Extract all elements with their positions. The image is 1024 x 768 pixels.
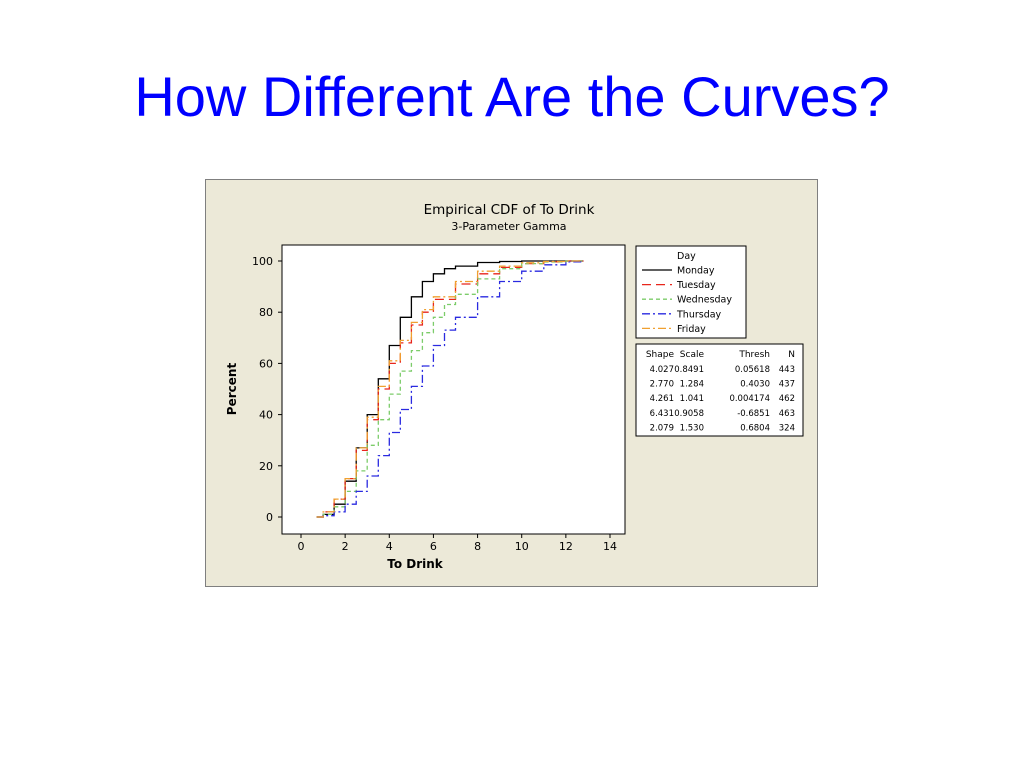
table-cell: 0.4030	[740, 380, 770, 390]
table-cell: 437	[779, 380, 795, 390]
table-cell: 0.05618	[735, 365, 770, 375]
table-cell: 1.284	[680, 380, 704, 390]
chart-figure: Empirical CDF of To Drink 3-Parameter Ga…	[205, 179, 818, 587]
x-tick-label: 8	[474, 540, 481, 553]
table-cell: 2.770	[650, 380, 674, 390]
legend-entry-label: Monday	[677, 266, 715, 277]
slide-title: How Different Are the Curves?	[134, 65, 890, 128]
y-tick-label: 20	[259, 460, 273, 473]
table-header-cell: Scale	[680, 350, 705, 360]
table-header-cell: Shape	[646, 350, 675, 360]
table-cell: 463	[779, 409, 795, 419]
legend-entry-label: Tuesday	[676, 280, 716, 291]
legend-box	[635, 245, 747, 339]
y-tick-label: 0	[266, 511, 273, 524]
chart-title: Empirical CDF of To Drink	[424, 202, 595, 218]
legend-entry-label: Friday	[677, 324, 706, 335]
table-cell: -0.6851	[737, 409, 770, 419]
series-line-wednesday	[316, 260, 584, 518]
table-header-cell: Thresh	[738, 350, 770, 360]
x-tick-label: 2	[342, 540, 349, 553]
legend-title: Day	[677, 251, 696, 262]
table-cell: 0.004174	[729, 394, 770, 404]
table-cell: 4.027	[650, 365, 674, 375]
x-tick-label: 14	[603, 540, 617, 553]
series-line-thursday	[316, 261, 585, 518]
table-cell: 0.9058	[674, 409, 704, 419]
table-cell: 443	[779, 365, 795, 375]
series-layer	[316, 260, 585, 518]
x-tick-label: 4	[386, 540, 393, 553]
table-cell: 0.8491	[674, 365, 704, 375]
y-tick-label: 40	[259, 409, 273, 422]
y-tick-label: 100	[252, 255, 273, 268]
table-cell: 0.6804	[740, 423, 770, 433]
legend-entry-label: Wednesday	[677, 295, 732, 306]
table-cell: 1.041	[680, 394, 704, 404]
table-cell: 6.431	[650, 409, 674, 419]
table-cell: 1.530	[680, 423, 704, 433]
x-tick-label: 10	[515, 540, 529, 553]
x-tick-label: 12	[559, 540, 573, 553]
parameter-table-box	[635, 343, 804, 437]
y-tick-label: 60	[259, 357, 273, 370]
table-cell: 462	[779, 394, 795, 404]
table-cell: 4.261	[650, 394, 674, 404]
y-axis-label: Percent	[225, 363, 239, 416]
y-tick-label: 80	[259, 306, 273, 319]
x-tick-label: 6	[430, 540, 437, 553]
table-cell: 2.079	[650, 423, 674, 433]
legend: Day Monday Tuesday Wednesday Thursday Friday	[635, 245, 747, 339]
axes-layer: 0 2 4 6 8 10 12 14 0 20 40 60 80 100	[252, 255, 617, 553]
x-tick-label: 0	[298, 540, 305, 553]
parameter-table: Shape Scale Thresh N 4.027 0.8491 0.05618 443 2.…	[635, 343, 804, 437]
table-cell: 324	[779, 423, 795, 433]
chart-svg: Empirical CDF of To Drink 3-Parameter Ga…	[205, 179, 818, 587]
legend-entry-label: Thursday	[676, 309, 722, 320]
table-header-cell: N	[788, 350, 795, 360]
plot-area	[281, 244, 626, 535]
chart-subtitle: 3-Parameter Gamma	[451, 220, 566, 233]
x-axis-label: To Drink	[387, 557, 444, 571]
